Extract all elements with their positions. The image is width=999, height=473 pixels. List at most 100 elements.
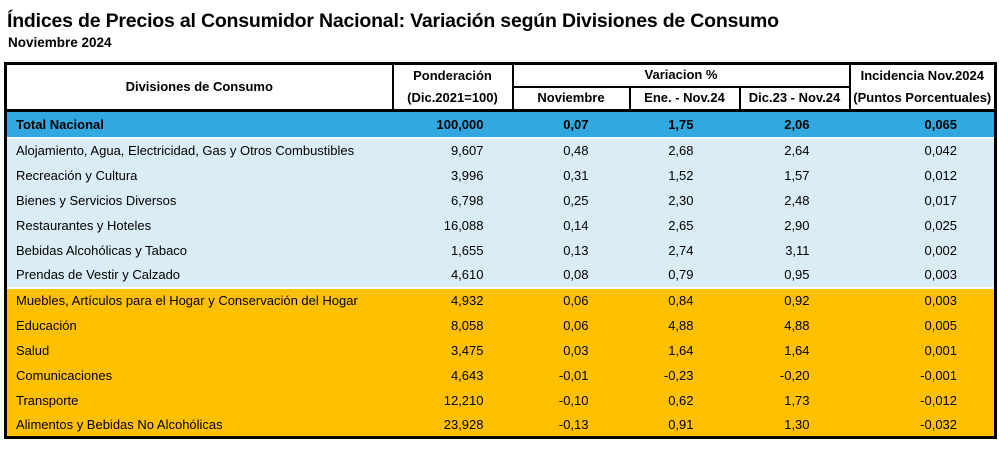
header-incidencia: Incidencia Nov.2024 (Puntos Porcentuales… bbox=[848, 62, 997, 112]
cell-variacion-dic23-nov24: 1,64 bbox=[739, 337, 850, 363]
cell-variacion-ene-nov24: 2,65 bbox=[629, 212, 740, 238]
cell-incidencia: 0,003 bbox=[849, 286, 996, 313]
cell-variacion-noviembre: 0,03 bbox=[512, 337, 630, 363]
cell-division-label: Total Nacional bbox=[5, 110, 393, 139]
header-col-dic23-nov24: Dic.23 - Nov.24 bbox=[738, 86, 851, 112]
cell-variacion-dic23-nov24: 1,73 bbox=[739, 387, 850, 413]
header-col-ene-nov24: Ene. - Nov.24 bbox=[628, 86, 741, 112]
table-row: Recreación y Cultura 3,996 0,31 1,52 1,5… bbox=[5, 162, 996, 188]
table-row: Bienes y Servicios Diversos 6,798 0,25 2… bbox=[5, 187, 996, 213]
cell-variacion-dic23-nov24: 2,64 bbox=[739, 136, 850, 163]
table-row: Bebidas Alcohólicas y Tabaco 1,655 0,13 … bbox=[5, 237, 996, 263]
cell-variacion-noviembre: -0,10 bbox=[512, 387, 630, 413]
cell-incidencia: -0,012 bbox=[849, 387, 996, 413]
cell-incidencia: 0,065 bbox=[849, 110, 996, 139]
cell-variacion-dic23-nov24: 3,11 bbox=[739, 237, 850, 263]
cell-variacion-ene-nov24: 1,64 bbox=[629, 337, 740, 363]
cell-variacion-dic23-nov24: 0,95 bbox=[739, 262, 850, 288]
table-header: Divisiones de Consumo Ponderación (Dic.2… bbox=[4, 62, 997, 112]
table-body: Total Nacional 100,000 0,07 1,75 2,06 0,… bbox=[5, 110, 996, 438]
cell-variacion-dic23-nov24: 2,06 bbox=[739, 110, 850, 139]
table-row: Total Nacional 100,000 0,07 1,75 2,06 0,… bbox=[5, 110, 996, 139]
table-row: Muebles, Artículos para el Hogar y Conse… bbox=[5, 286, 996, 313]
cell-division-label: Alojamiento, Agua, Electricidad, Gas y O… bbox=[5, 136, 393, 163]
cell-division-label: Educación bbox=[5, 312, 393, 338]
table-row: Comunicaciones 4,643 -0,01 -0,23 -0,20 -… bbox=[5, 362, 996, 388]
header-ponderacion-line1: Ponderación bbox=[413, 68, 492, 83]
cell-ponderacion: 3,475 bbox=[392, 337, 513, 363]
cell-variacion-ene-nov24: 2,68 bbox=[629, 136, 740, 163]
cell-incidencia: 0,017 bbox=[849, 187, 996, 213]
table-row: Educación 8,058 0,06 4,88 4,88 0,005 bbox=[5, 312, 996, 338]
cell-ponderacion: 23,928 bbox=[392, 412, 513, 438]
cell-division-label: Bebidas Alcohólicas y Tabaco bbox=[5, 237, 393, 263]
cell-division-label: Restaurantes y Hoteles bbox=[5, 212, 393, 238]
cell-division-label: Comunicaciones bbox=[5, 362, 393, 388]
table-row: Restaurantes y Hoteles 16,088 0,14 2,65 … bbox=[5, 212, 996, 238]
cell-ponderacion: 4,610 bbox=[392, 262, 513, 288]
cell-variacion-ene-nov24: 0,84 bbox=[629, 286, 740, 313]
header-ponderacion-line2: (Dic.2021=100) bbox=[407, 90, 498, 105]
header-col-noviembre: Noviembre bbox=[511, 86, 631, 112]
cell-ponderacion: 6,798 bbox=[392, 187, 513, 213]
header-ponderacion: Ponderación (Dic.2021=100) bbox=[391, 62, 514, 112]
cell-variacion-ene-nov24: 1,75 bbox=[629, 110, 740, 139]
cell-variacion-noviembre: -0,01 bbox=[512, 362, 630, 388]
cell-incidencia: -0,001 bbox=[849, 362, 996, 388]
header-variation-group: Variacion % bbox=[511, 62, 851, 88]
cell-variacion-noviembre: 0,13 bbox=[512, 237, 630, 263]
cell-ponderacion: 16,088 bbox=[392, 212, 513, 238]
cell-variacion-ene-nov24: 0,91 bbox=[629, 412, 740, 438]
cell-division-label: Prendas de Vestir y Calzado bbox=[5, 262, 393, 288]
cell-incidencia: 0,012 bbox=[849, 162, 996, 188]
cell-ponderacion: 4,932 bbox=[392, 286, 513, 313]
cell-ponderacion: 4,643 bbox=[392, 362, 513, 388]
cell-division-label: Salud bbox=[5, 337, 393, 363]
cell-variacion-ene-nov24: 2,74 bbox=[629, 237, 740, 263]
page-subtitle: Noviembre 2024 bbox=[8, 35, 112, 50]
cell-variacion-dic23-nov24: 0,92 bbox=[739, 286, 850, 313]
cell-incidencia: 0,003 bbox=[849, 262, 996, 288]
cell-variacion-dic23-nov24: 1,57 bbox=[739, 162, 850, 188]
table-row: Alimentos y Bebidas No Alcohólicas 23,92… bbox=[5, 412, 996, 438]
cell-variacion-noviembre: 0,31 bbox=[512, 162, 630, 188]
header-incidencia-line2: (Puntos Porcentuales) bbox=[853, 90, 992, 105]
table-row: Salud 3,475 0,03 1,64 1,64 0,001 bbox=[5, 337, 996, 363]
cell-variacion-noviembre: 0,07 bbox=[512, 110, 630, 139]
table-row: Prendas de Vestir y Calzado 4,610 0,08 0… bbox=[5, 262, 996, 288]
header-incidencia-line1: Incidencia Nov.2024 bbox=[860, 68, 984, 83]
cell-division-label: Recreación y Cultura bbox=[5, 162, 393, 188]
cell-ponderacion: 100,000 bbox=[392, 110, 513, 139]
cell-division-label: Transporte bbox=[5, 387, 393, 413]
cell-variacion-noviembre: 0,14 bbox=[512, 212, 630, 238]
cell-variacion-dic23-nov24: 1,30 bbox=[739, 412, 850, 438]
cell-ponderacion: 3,996 bbox=[392, 162, 513, 188]
cell-ponderacion: 9,607 bbox=[392, 136, 513, 163]
cell-variacion-noviembre: 0,48 bbox=[512, 136, 630, 163]
cell-variacion-dic23-nov24: 2,90 bbox=[739, 212, 850, 238]
cell-variacion-noviembre: 0,06 bbox=[512, 312, 630, 338]
cell-incidencia: 0,005 bbox=[849, 312, 996, 338]
cell-variacion-ene-nov24: 2,30 bbox=[629, 187, 740, 213]
cell-ponderacion: 12,210 bbox=[392, 387, 513, 413]
cell-variacion-dic23-nov24: 2,48 bbox=[739, 187, 850, 213]
table-row: Transporte 12,210 -0,10 0,62 1,73 -0,012 bbox=[5, 387, 996, 413]
cell-incidencia: 0,042 bbox=[849, 136, 996, 163]
cell-incidencia: 0,001 bbox=[849, 337, 996, 363]
header-divisions: Divisiones de Consumo bbox=[4, 62, 394, 112]
cpi-divisions-table: Divisiones de Consumo Ponderación (Dic.2… bbox=[4, 62, 998, 439]
cell-incidencia: 0,025 bbox=[849, 212, 996, 238]
table-row: Alojamiento, Agua, Electricidad, Gas y O… bbox=[5, 136, 996, 163]
cell-variacion-ene-nov24: -0,23 bbox=[629, 362, 740, 388]
cell-ponderacion: 8,058 bbox=[392, 312, 513, 338]
cell-ponderacion: 1,655 bbox=[392, 237, 513, 263]
cell-variacion-noviembre: 0,25 bbox=[512, 187, 630, 213]
cell-variacion-dic23-nov24: -0,20 bbox=[739, 362, 850, 388]
cell-variacion-ene-nov24: 1,52 bbox=[629, 162, 740, 188]
cell-division-label: Alimentos y Bebidas No Alcohólicas bbox=[5, 412, 393, 438]
cell-variacion-ene-nov24: 0,62 bbox=[629, 387, 740, 413]
cell-variacion-noviembre: -0,13 bbox=[512, 412, 630, 438]
page-title: Índices de Precios al Consumidor Naciona… bbox=[7, 10, 779, 32]
cell-variacion-noviembre: 0,06 bbox=[512, 286, 630, 313]
cell-incidencia: 0,002 bbox=[849, 237, 996, 263]
